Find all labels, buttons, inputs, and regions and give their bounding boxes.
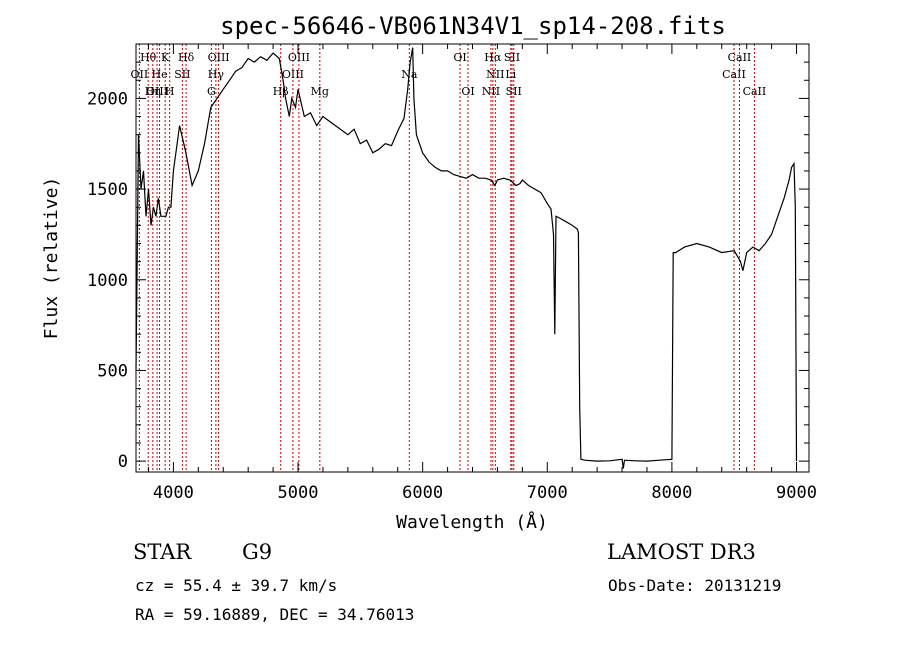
spectral-line-label: CaII (722, 68, 746, 81)
chart-title: spec-56646-VB061N34V1_sp14-208.fits (220, 12, 726, 40)
object-class: STAR (133, 540, 192, 564)
y-tick-label: 1500 (87, 180, 128, 200)
spectral-line-label: OIII (288, 51, 310, 64)
spectral-line-label: OI (461, 85, 474, 98)
y-axis-label: Flux (relative) (41, 177, 62, 340)
x-tick-label: 8000 (651, 483, 692, 503)
spectral-line-label: OII (131, 68, 149, 81)
spectral-line-markers: Hθ OII OIII He Hη K H SII Hδ OIII Hγ G Hβ OIII OIII Mg N… (131, 44, 767, 472)
redshift-value: cz = 55.4 ± 39.7 km/s (135, 576, 338, 595)
axes: 4000 5000 6000 7000 8000 9000 0 500 1000 1500 2000 (87, 44, 817, 503)
spectral-line-label: Hθ (140, 51, 157, 64)
spectral-line-label: OIII (208, 51, 230, 64)
spectral-line-label: CaII (728, 51, 752, 64)
spectral-line-label: Hβ (273, 85, 289, 98)
x-tick-label: 4000 (153, 483, 194, 503)
x-axis-label: Wavelength (Å) (396, 511, 548, 533)
x-tick-label: 9000 (776, 483, 817, 503)
spectral-line-label: Li (505, 68, 516, 81)
plot-frame (135, 43, 810, 473)
spectral-line-label: Hη (145, 85, 161, 98)
x-tick-label: 6000 (402, 483, 443, 503)
spectral-line-label: CaII (743, 85, 767, 98)
spectral-line-label: K (161, 51, 170, 64)
y-tick-label: 1000 (87, 271, 128, 291)
obs-date: Obs-Date: 20131219 (608, 576, 782, 595)
spectral-line-label: SII (504, 51, 520, 64)
spectral-line-label: He (152, 68, 168, 81)
y-tick-label: 2000 (87, 89, 128, 109)
spectral-line-label: Mg (311, 85, 329, 98)
spectral-line-label: OIII (282, 68, 304, 81)
spectral-line-label: H (165, 85, 175, 98)
survey-name: LAMOST DR3 (607, 540, 756, 564)
spectral-line-label: Hδ (178, 51, 195, 64)
spectral-line-label: Hγ (208, 68, 225, 81)
sky-coordinates: RA = 59.16889, DEC = 34.76013 (135, 605, 415, 624)
spectral-line-label: SII (506, 85, 522, 98)
spectral-line-label: SII (174, 68, 190, 81)
spectral-line-label: NII (482, 85, 500, 98)
spectral-line-label: NII (486, 68, 504, 81)
spectral-line-label: OIII (146, 85, 168, 98)
y-tick-label: 0 (118, 452, 128, 472)
x-tick-label: 5000 (278, 483, 319, 503)
spectral-line-label: Hα (484, 51, 502, 64)
spectral-line-label: OI (453, 51, 466, 64)
spectral-line-label: G (207, 85, 216, 98)
y-tick-label: 500 (97, 361, 128, 381)
x-tick-label: 7000 (527, 483, 568, 503)
object-subclass: G9 (242, 540, 273, 564)
flux-series-line (135, 47, 798, 469)
